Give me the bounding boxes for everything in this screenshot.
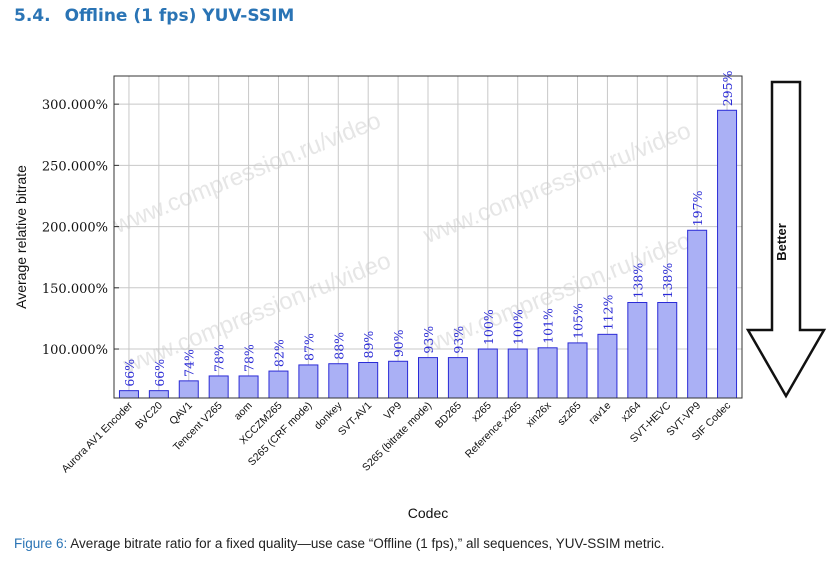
gridlines xyxy=(114,76,742,398)
bar xyxy=(687,229,708,399)
bar xyxy=(447,357,468,399)
x-axis-title: Codec xyxy=(408,505,448,521)
data-label: 66% xyxy=(122,359,137,387)
bar xyxy=(627,302,648,399)
bar xyxy=(178,380,199,399)
plot-frame xyxy=(113,75,743,399)
bar xyxy=(567,342,588,399)
data-label: 105% xyxy=(571,303,586,339)
x-tick-label: xin26x xyxy=(524,399,554,429)
data-label: 100% xyxy=(481,309,496,345)
bar xyxy=(388,360,409,399)
data-label: 89% xyxy=(361,331,376,359)
bar xyxy=(717,109,738,399)
bar xyxy=(418,357,438,399)
data-label: 112% xyxy=(600,294,615,330)
watermark-text: www.compression.ru/video xyxy=(109,107,385,239)
x-tick-label: x264 xyxy=(619,400,644,425)
x-tick-label: BD265 xyxy=(433,400,464,431)
section-title: Offline (1 fps) YUV-SSIM xyxy=(64,6,295,26)
caption-text: Average bitrate ratio for a fixed qualit… xyxy=(70,536,665,551)
watermark-text: www.compression.ru/video xyxy=(419,117,695,249)
bar-chart: www.compression.ru/video www.compression.… xyxy=(13,70,827,521)
y-axis-title: Average relative bitrate xyxy=(13,165,29,309)
x-tick-label: QAV1 xyxy=(167,400,195,428)
x-tick-label: VP9 xyxy=(382,400,405,423)
data-label: 66% xyxy=(152,359,167,387)
bar xyxy=(358,361,379,399)
x-tick-label: x265 xyxy=(469,400,494,425)
better-arrow-icon xyxy=(745,80,827,399)
bar xyxy=(328,363,349,399)
figure-label: Figure 6: xyxy=(14,536,68,551)
bar xyxy=(208,375,229,399)
x-tick-label: SVT-AV1 xyxy=(336,400,375,439)
data-label: 74% xyxy=(182,349,197,377)
bar xyxy=(477,348,498,399)
figure-caption: Figure 6: Average bitrate ratio for a fi… xyxy=(14,536,665,551)
y-tick-label: 150.000% xyxy=(42,282,108,297)
y-tick-label: 250.000% xyxy=(42,159,108,174)
bar xyxy=(238,375,259,399)
y-tick-label: 100.000% xyxy=(42,343,108,358)
data-label: 295% xyxy=(720,70,735,106)
data-labels: 66% 66% 74% 78% 78% 82% 87% 88% 89% 90% 93% 93% 100%… xyxy=(122,70,735,386)
data-label: 101% xyxy=(541,308,556,344)
data-label: 93% xyxy=(451,326,466,354)
x-tick-label: Aurora AV1 Encoder xyxy=(59,399,135,475)
data-label: 138% xyxy=(630,263,645,299)
better-label: Better xyxy=(774,223,789,261)
bar xyxy=(507,348,528,399)
bar xyxy=(657,302,678,399)
data-label: 197% xyxy=(690,190,705,226)
data-label: 78% xyxy=(242,344,257,372)
bar xyxy=(537,347,558,399)
x-tick-label: Reference x265 xyxy=(463,400,524,461)
x-tick-label: rav1e xyxy=(586,400,613,427)
x-tick-label: sz265 xyxy=(555,400,583,428)
data-label: 93% xyxy=(421,326,436,354)
x-tick-label: BVC20 xyxy=(133,400,165,432)
data-label: 90% xyxy=(391,329,406,357)
bar xyxy=(148,390,169,399)
y-axis-ticks: 100.000% 150.000% 200.000% 250.000% 300.000% xyxy=(42,98,119,358)
data-label: 88% xyxy=(331,332,346,360)
y-tick-label: 300.000% xyxy=(42,98,108,113)
data-label: 78% xyxy=(212,344,227,372)
bar xyxy=(118,390,139,399)
bar xyxy=(597,333,618,399)
data-label: 138% xyxy=(660,263,675,299)
x-tick-label: aom xyxy=(232,399,255,422)
section-number: 5.4. xyxy=(14,6,51,26)
data-label: 82% xyxy=(271,339,286,367)
section-heading: 5.4. Offline (1 fps) YUV-SSIM xyxy=(14,6,294,26)
data-label: 87% xyxy=(301,333,316,361)
bar xyxy=(298,364,319,399)
arrow-shape xyxy=(745,80,827,399)
y-tick-label: 200.000% xyxy=(42,221,108,236)
data-label: 100% xyxy=(511,309,526,345)
bar xyxy=(268,370,289,399)
